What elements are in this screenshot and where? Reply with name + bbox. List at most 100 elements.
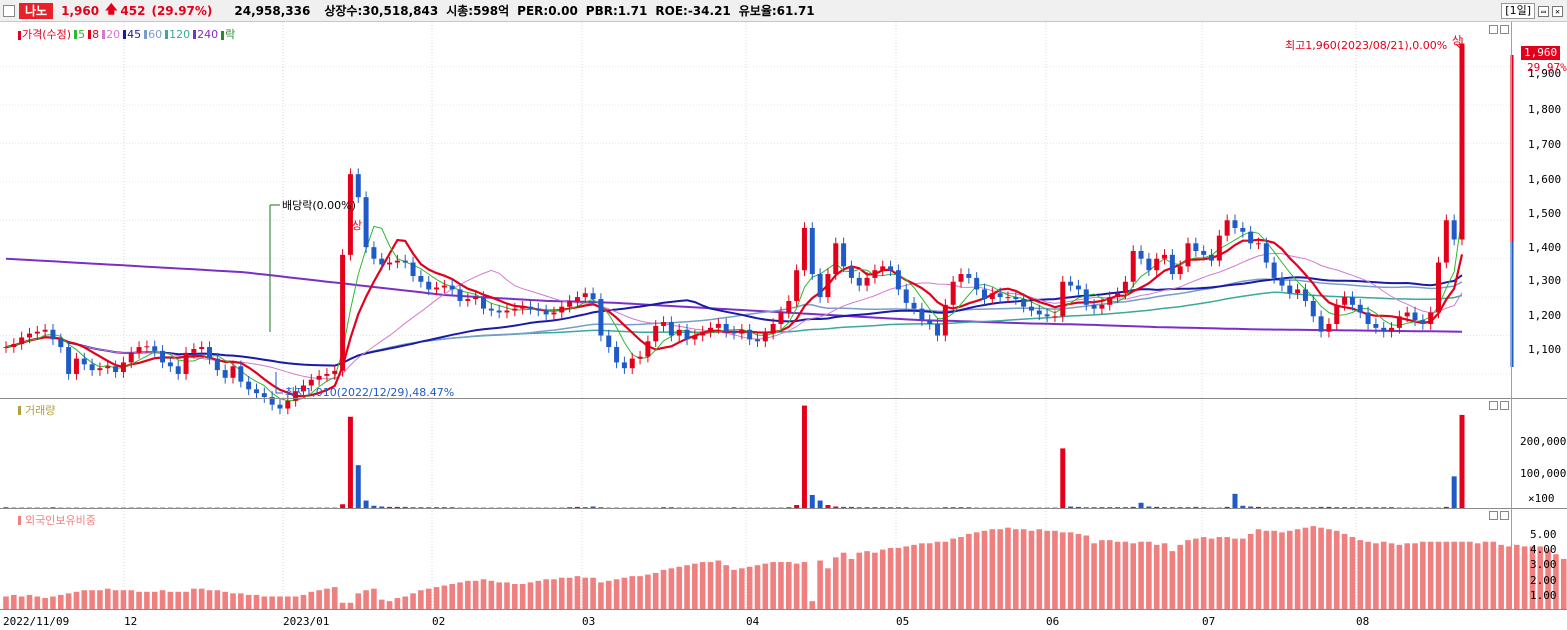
stock-chart[interactable] — [0, 22, 1567, 630]
candle — [434, 281, 440, 296]
foreign-ratio-bar — [175, 591, 182, 609]
listed-shares: 상장수:30,518,843 — [324, 4, 439, 18]
candle-body — [120, 362, 126, 373]
candle-body — [26, 333, 32, 338]
volume-bar — [1310, 507, 1316, 509]
foreign-ratio-bar — [1177, 544, 1183, 609]
close-icon[interactable]: ✕ — [1552, 5, 1563, 17]
volume-bar — [1185, 507, 1191, 509]
legend-item-ma8[interactable]: 8 — [88, 28, 99, 41]
volume-bar — [1349, 507, 1355, 509]
period-button[interactable]: [1일] — [1501, 3, 1535, 19]
foreign-ratio-bar — [1459, 541, 1465, 609]
legend-item-ma5[interactable]: 5 — [74, 28, 85, 41]
foreign-ratio-bar — [1200, 537, 1207, 609]
candle — [1068, 275, 1074, 292]
foreign-ratio-bar — [308, 591, 315, 609]
foreign-ratio-bar — [801, 562, 808, 609]
candle — [1216, 229, 1222, 267]
legend-item-ma120[interactable]: 120 — [165, 28, 190, 41]
candle-body — [535, 308, 541, 311]
price-change: 452 — [120, 3, 146, 18]
restore-icon[interactable]: ▭ — [1538, 5, 1549, 17]
foreign-ratio-bar — [1044, 530, 1050, 609]
foreign-ratio-bar — [120, 590, 127, 609]
candle-body — [935, 324, 941, 336]
pane-separator — [0, 398, 1567, 399]
candle-body — [1342, 297, 1348, 305]
candle-body — [621, 362, 627, 369]
volume-bar — [355, 465, 361, 508]
foreign-ratio-bar — [723, 565, 729, 609]
y-tick: 1,800 — [1528, 103, 1562, 116]
foreign-ratio-bar — [919, 543, 925, 609]
foreign-ratio-bar — [331, 587, 338, 609]
foreign-ratio-bar — [112, 590, 119, 609]
foreign-ratio-bar — [191, 588, 197, 609]
pane-close-icon[interactable] — [1500, 25, 1509, 34]
foreign-legend[interactable]: 외국인보유비중 — [18, 512, 96, 528]
select-checkbox[interactable] — [3, 4, 15, 17]
candle — [81, 352, 87, 371]
candle — [363, 191, 369, 253]
foreign-ratio-bar — [1263, 530, 1270, 609]
candle-body — [708, 327, 714, 332]
legend-item-ex-dividend[interactable]: 락 — [221, 26, 235, 42]
legend-item-ma60[interactable]: 60 — [144, 28, 162, 41]
candle — [637, 350, 643, 365]
volume-legend[interactable]: 거래량 — [18, 402, 55, 418]
foreign-ratio-bar — [707, 562, 714, 609]
foreign-ratio-bar — [1138, 541, 1144, 609]
foreign-ratio-bar — [652, 573, 659, 609]
foreign-ratio-bar — [1232, 538, 1238, 609]
candle — [1279, 272, 1285, 292]
candle-body — [919, 308, 925, 321]
candle-body — [1193, 243, 1199, 251]
candle-body — [261, 393, 267, 397]
legend-item-ma20[interactable]: 20 — [102, 28, 120, 41]
pane-minimize-icon[interactable] — [1489, 401, 1498, 410]
foreign-ratio-bar — [1130, 543, 1137, 609]
candle — [402, 254, 408, 269]
legend-item-ma45[interactable]: 45 — [123, 28, 141, 41]
candle-body — [167, 362, 173, 367]
foreign-ratio-bar — [292, 596, 299, 609]
foreign-ratio-bar — [739, 568, 745, 609]
candle — [1271, 256, 1277, 284]
volume-bar — [848, 506, 854, 508]
pane-minimize-icon[interactable] — [1489, 511, 1498, 520]
candle-body — [715, 324, 721, 328]
stock-name[interactable]: 나노 — [19, 2, 54, 19]
candle-body — [864, 277, 870, 286]
candle-body — [614, 347, 620, 363]
pane-close-icon[interactable] — [1500, 401, 1509, 410]
volume-bar — [1146, 506, 1152, 508]
candle-body — [1083, 289, 1089, 305]
foreign-ratio-bar — [1420, 541, 1426, 609]
candle-body — [598, 299, 604, 336]
foreign-ratio-bar — [825, 568, 831, 609]
candle-body — [676, 329, 682, 336]
foreign-ratio-bar — [590, 577, 596, 609]
candle — [574, 291, 580, 307]
volume-bar — [426, 507, 432, 509]
volume-bar — [1122, 507, 1128, 509]
foreign-ratio-bar — [1122, 541, 1129, 609]
candle — [1162, 249, 1168, 265]
foreign-ratio-bar — [128, 590, 135, 609]
legend-item-ma240[interactable]: 240 — [193, 28, 218, 41]
pane-close-icon[interactable] — [1500, 511, 1509, 520]
candle-body — [1185, 243, 1191, 267]
candle-body — [942, 304, 948, 336]
volume-bar — [1271, 507, 1277, 509]
candle-body — [911, 302, 917, 309]
foreign-ratio-bar — [1193, 538, 1199, 609]
foreign-ratio-bar — [981, 530, 988, 609]
foreign-ratio-bar — [378, 599, 385, 609]
candle — [3, 341, 9, 353]
candle — [747, 324, 753, 346]
pane-minimize-icon[interactable] — [1489, 25, 1498, 34]
foreign-ratio-bar — [441, 585, 448, 609]
candle — [1044, 308, 1050, 323]
legend-item-price[interactable]: 가격(수정) — [18, 26, 71, 42]
